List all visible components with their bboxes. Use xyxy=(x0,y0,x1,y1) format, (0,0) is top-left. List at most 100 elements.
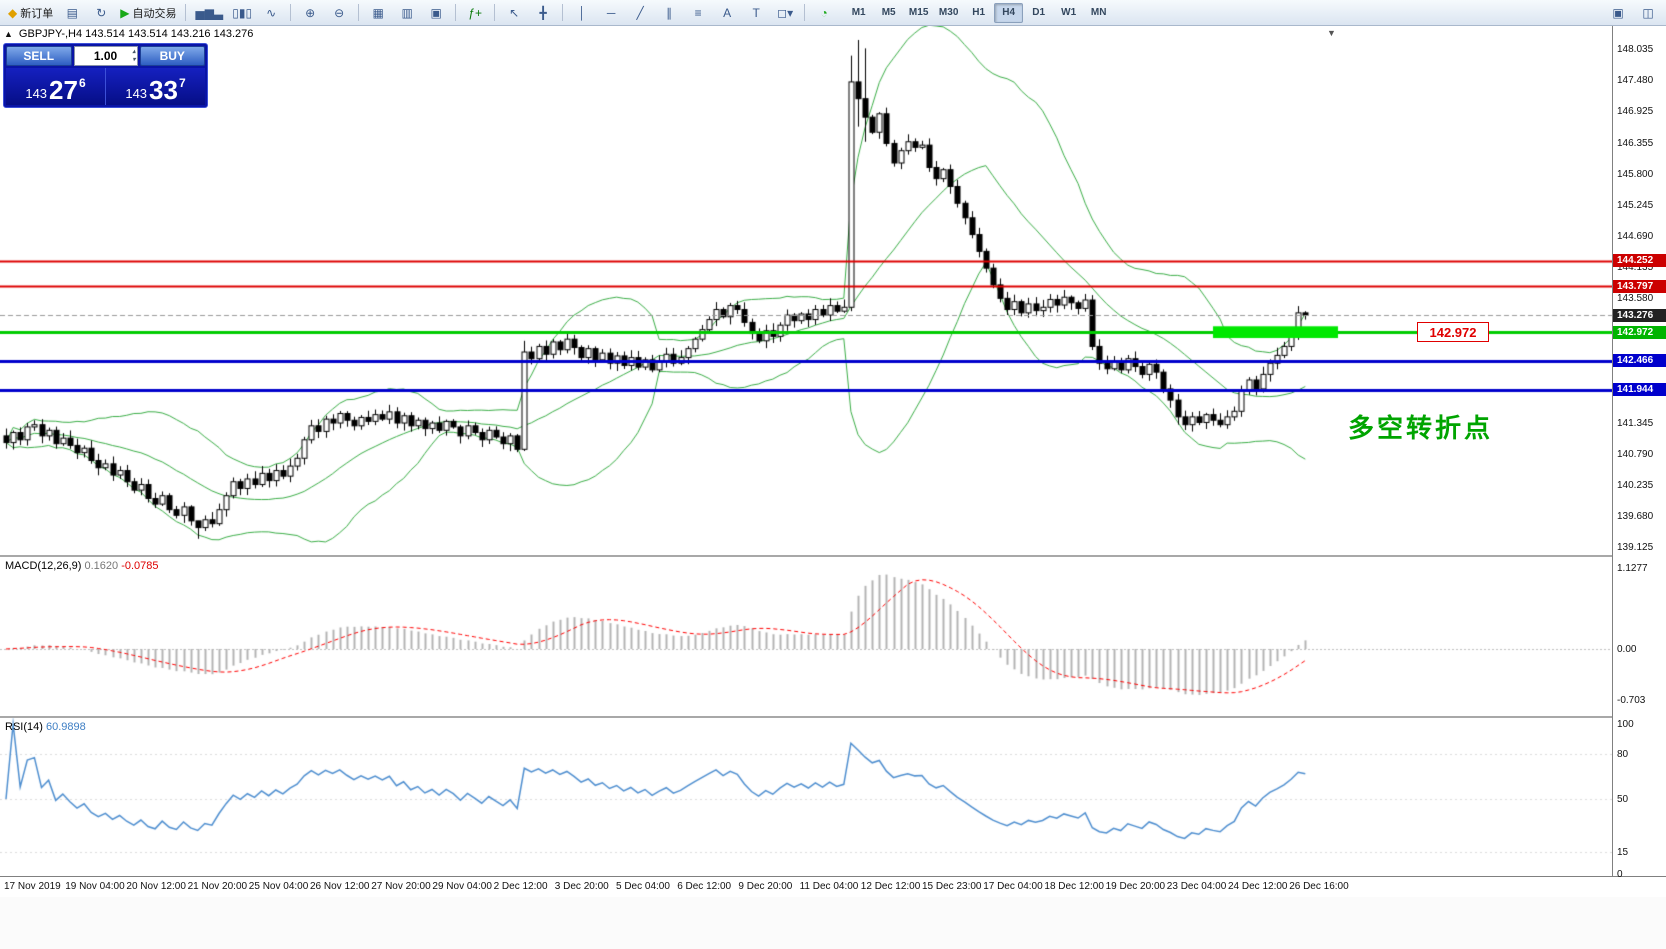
time-label: 18 Dec 12:00 xyxy=(1044,881,1104,892)
sell-price[interactable]: 143 27 6 xyxy=(6,68,106,105)
autotrade-button[interactable]: ▶ 自动交易 xyxy=(116,2,180,24)
macd-indicator-label: MACD(12,26,9) 0.1620 -0.0785 xyxy=(5,560,159,572)
restore-window-button[interactable]: ▣ xyxy=(1612,5,1624,20)
zoom-in-icon: ⊕ xyxy=(305,5,316,20)
price-tick: 140.235 xyxy=(1617,480,1654,492)
refresh-icon: ↻ xyxy=(96,5,107,20)
macd-name: MACD(12,26,9) xyxy=(5,560,82,572)
timeframe-d1-button[interactable]: D1 xyxy=(1032,7,1046,18)
rsi-indicator-label: RSI(14) 60.9898 xyxy=(5,721,86,733)
vertical-line-button[interactable]: │ xyxy=(568,2,596,24)
time-axis[interactable]: 17 Nov 2019 19 Nov 04:00 20 Nov 12:00 21 No… xyxy=(0,876,1666,897)
chart-shift-icon[interactable]: ▼ xyxy=(1327,28,1336,38)
time-label: 6 Dec 12:00 xyxy=(677,881,732,892)
timeframe-m1-button[interactable]: M1 xyxy=(851,7,866,18)
timeframe-toolbar: M1 M5 M15 M30 H1 H4 D1 W1 MN xyxy=(844,2,1113,23)
toolbar-separator xyxy=(562,4,564,21)
cursor-icon: ↖ xyxy=(509,5,520,20)
line-chart-button[interactable]: ∿ xyxy=(257,2,285,24)
bars-chart-button[interactable]: ▅▆▃ xyxy=(191,2,227,24)
macd-scale-tick: 0.00 xyxy=(1617,644,1637,655)
volume-input[interactable]: 1.00 ▴ ▾ xyxy=(73,46,138,66)
timeframe-h4-button[interactable]: H4 xyxy=(994,2,1024,23)
time-label: 11 Dec 04:00 xyxy=(799,881,859,892)
help-window-button[interactable]: ◫ xyxy=(1642,5,1654,20)
timeframe-h1-button[interactable]: H1 xyxy=(972,7,986,18)
label-button[interactable]: T xyxy=(742,2,770,24)
time-label: 21 Nov 20:00 xyxy=(187,881,248,892)
buy-price[interactable]: 143 33 7 xyxy=(106,68,205,105)
macd-main-value: 0.1620 xyxy=(84,560,119,572)
cursor-button[interactable]: ↖ xyxy=(500,2,528,24)
spinner-down-icon[interactable]: ▾ xyxy=(132,57,136,63)
trendline-icon: ╱ xyxy=(636,5,644,20)
price-level-badge: 143.276 xyxy=(1613,309,1666,322)
zoom-out-button[interactable]: ⊖ xyxy=(325,2,353,24)
line-chart-icon: ∿ xyxy=(266,5,277,20)
horizontal-line-button[interactable]: ─ xyxy=(597,2,625,24)
timeframe-m15-button[interactable]: M15 xyxy=(908,7,929,18)
crosshair-icon: ╋ xyxy=(539,5,547,20)
crosshair-button[interactable]: ╋ xyxy=(529,2,557,24)
refresh-button[interactable]: ↻ xyxy=(87,2,115,24)
time-label: 24 Dec 12:00 xyxy=(1228,881,1288,892)
label-icon: T xyxy=(752,5,760,20)
tile-windows-button[interactable]: ▦ xyxy=(364,2,392,24)
rsi-scale-tick: 0 xyxy=(1617,869,1623,880)
timeframe-w1-button[interactable]: W1 xyxy=(1061,7,1077,18)
new-order-icon: ◆ xyxy=(8,5,18,20)
autotrade-icon: ▶ xyxy=(120,5,130,20)
timeframe-m30-button[interactable]: M30 xyxy=(938,7,959,18)
macd-panel-canvas[interactable] xyxy=(0,557,1612,716)
toolbar-separator xyxy=(494,4,496,21)
time-label: 29 Nov 04:00 xyxy=(432,881,492,892)
arrange-windows-button[interactable]: ▣ xyxy=(422,2,450,24)
time-label: 3 Dec 20:00 xyxy=(554,881,609,892)
panel-separator[interactable] xyxy=(0,716,1666,718)
zoom-out-icon: ⊖ xyxy=(334,5,345,20)
channel-button[interactable]: ∥ xyxy=(655,2,683,24)
buy-button[interactable]: BUY xyxy=(139,46,205,66)
indicators-button[interactable]: ƒ+ xyxy=(461,2,489,24)
cascade-windows-button[interactable]: ▥ xyxy=(393,2,421,24)
text-button[interactable]: A xyxy=(713,2,741,24)
new-order-button[interactable]: ◆ 新订单 xyxy=(4,2,57,24)
price-tick: 146.355 xyxy=(1617,138,1654,150)
rsi-panel-canvas[interactable] xyxy=(0,718,1612,876)
sell-button[interactable]: SELL xyxy=(6,46,72,66)
toolbar-right-group: ▣ ◫ xyxy=(1604,2,1662,24)
vertical-line-icon: │ xyxy=(578,5,586,20)
one-click-collapse-icon[interactable]: ▲ xyxy=(4,29,13,39)
zoom-in-button[interactable]: ⊕ xyxy=(296,2,324,24)
one-click-trading-panel: SELL 1.00 ▴ ▾ BUY 143 27 6 143 33 7 xyxy=(3,43,208,108)
candlestick-chart-button[interactable]: ▯▮▯ xyxy=(228,2,256,24)
price-scale[interactable]: 148.035 147.480 146.925 146.355 145.800 145.2… xyxy=(1612,26,1666,880)
time-label: 12 Dec 12:00 xyxy=(860,881,921,892)
panel-separator[interactable] xyxy=(0,555,1666,557)
time-label: 15 Dec 23:00 xyxy=(922,881,982,892)
chart-header: ▲ GBPJPY-,H4 143.514 143.514 143.216 143… xyxy=(4,28,253,40)
fibonacci-button[interactable]: ≡ xyxy=(684,2,712,24)
price-level-badge: 143.797 xyxy=(1613,280,1666,293)
price-chart-canvas[interactable] xyxy=(0,26,1612,555)
timeframe-mn-button[interactable]: MN xyxy=(1090,7,1107,18)
chart-annotation-text[interactable]: 多空转折点 xyxy=(1348,413,1494,443)
timeframe-m5-button[interactable]: M5 xyxy=(881,7,896,18)
horizontal-line-icon: ─ xyxy=(606,5,616,20)
shapes-button[interactable]: ◻▾ xyxy=(771,2,799,24)
new-order-label: 新订单 xyxy=(20,7,54,20)
price-level-label[interactable]: 142.972 xyxy=(1417,322,1489,342)
spinner-up-icon[interactable]: ▴ xyxy=(132,49,136,55)
bottom-space xyxy=(0,897,1666,949)
indicators-icon: ƒ+ xyxy=(468,5,482,20)
price-tick: 144.135 xyxy=(1617,262,1654,274)
chart-window-button[interactable]: ▤ xyxy=(58,2,86,24)
price-tick: 140.790 xyxy=(1617,449,1654,461)
volume-spinner: ▴ ▾ xyxy=(132,48,135,64)
price-tick: 139.125 xyxy=(1617,542,1654,554)
trendline-button[interactable]: ╱ xyxy=(626,2,654,24)
period-button[interactable]: ◔ xyxy=(810,2,838,24)
macd-scale-tick: -0.703 xyxy=(1617,694,1646,706)
autotrade-label: 自动交易 xyxy=(132,7,177,20)
time-label: 20 Nov 12:00 xyxy=(126,881,186,892)
